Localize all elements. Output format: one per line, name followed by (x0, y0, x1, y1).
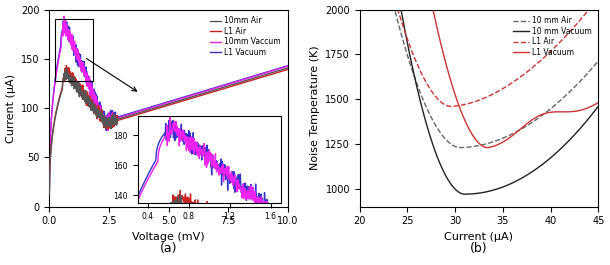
10mm Air (148, 108, 155, 111)
Text: (b): (b) (470, 242, 488, 255)
Y-axis label: Current (μA): Current (μA) (5, 74, 16, 143)
10 mm Air (498, 137, 506, 140)
10 mm Air (456, 146, 464, 149)
10mm Vaccum (137, 109, 145, 112)
L1 Vacuum (60, 15, 68, 18)
Line: L1 Air: L1 Air (49, 65, 288, 193)
L1 Air (356, 8, 364, 11)
Line: 10mm Air: 10mm Air (49, 68, 288, 194)
10mm Air (254, 76, 261, 79)
10 mm Vacuum (589, 112, 597, 115)
10mm Vaccum (87, 86, 95, 90)
10mm Air (137, 111, 145, 114)
L1 Air (486, 94, 493, 98)
10mm Air (73, 90, 81, 93)
Bar (56, 19, 93, 81)
L1 Vacuum (87, 84, 95, 87)
L1 Air (447, 105, 454, 108)
L1 Vacuum (254, 73, 261, 76)
L1 Air (470, 100, 477, 104)
10 mm Air (356, 8, 364, 11)
L1 Air (589, 8, 597, 11)
L1 Vacuum (137, 108, 145, 112)
10mm Vaccum (148, 106, 155, 109)
10mm Vaccum (46, 187, 53, 190)
L1 Vacuum (46, 187, 53, 190)
10 mm Air (589, 66, 597, 69)
Line: 10 mm Vacuum: 10 mm Vacuum (360, 10, 598, 194)
Line: L1 Air: L1 Air (360, 10, 598, 106)
Line: L1 Vacuum: L1 Vacuum (360, 10, 598, 148)
L1 Vacuum (356, 8, 364, 11)
10mm Air (279, 68, 287, 71)
L1 Air (279, 69, 287, 72)
L1 Vacuum (471, 136, 478, 139)
L1 Air (472, 100, 479, 103)
X-axis label: Current (μA): Current (μA) (445, 232, 514, 242)
Legend: 10mm Air, L1 Air, 10mm Vaccum, L1 Vacuum: 10mm Air, L1 Air, 10mm Vaccum, L1 Vacuum (207, 13, 284, 60)
L1 Air (63, 64, 70, 67)
Legend: 10 mm Air, 10 mm Vacuum, L1 Air, L1 Vacuum: 10 mm Air, 10 mm Vacuum, L1 Air, L1 Vacu… (510, 13, 594, 60)
L1 Vacuum (148, 105, 155, 108)
L1 Vacuum (486, 146, 493, 149)
10 mm Vacuum (552, 152, 559, 155)
Line: 10 mm Air: 10 mm Air (360, 10, 598, 148)
10 mm Vacuum (470, 192, 477, 195)
10 mm Vacuum (472, 192, 479, 195)
L1 Vacuum (279, 65, 287, 69)
L1 Air (498, 87, 506, 91)
10 mm Vacuum (498, 186, 506, 189)
L1 Air (148, 109, 155, 112)
10 mm Air (552, 103, 559, 106)
L1 Air (137, 112, 145, 115)
L1 Air (284, 68, 292, 71)
10 mm Vacuum (461, 193, 468, 196)
L1 Vacuum (595, 101, 602, 104)
10mm Vaccum (254, 74, 261, 77)
10 mm Vacuum (486, 189, 493, 193)
L1 Air (73, 83, 81, 86)
L1 Vacuum (589, 104, 597, 107)
10mm Vaccum (284, 65, 292, 68)
10 mm Air (486, 142, 493, 145)
10 mm Air (595, 59, 602, 63)
10mm Vaccum (279, 66, 287, 69)
10 mm Air (470, 145, 477, 148)
Line: 10mm Vaccum: 10mm Vaccum (49, 16, 288, 188)
10 mm Vacuum (356, 8, 364, 11)
L1 Air (595, 8, 602, 11)
10mm Air (284, 66, 292, 69)
10mm Vaccum (60, 15, 68, 18)
L1 Vacuum (498, 141, 506, 144)
10 mm Air (472, 145, 479, 148)
L1 Vacuum (284, 64, 292, 67)
10mm Vaccum (73, 50, 81, 53)
L1 Vacuum (469, 134, 476, 137)
10 mm Vacuum (595, 105, 602, 108)
L1 Vacuum (552, 110, 559, 113)
L1 Air (254, 77, 261, 80)
L1 Air (552, 45, 559, 48)
Text: (a): (a) (160, 242, 178, 255)
L1 Vacuum (484, 146, 491, 149)
X-axis label: Voltage (mV): Voltage (mV) (132, 232, 205, 242)
10mm Air (46, 192, 53, 195)
Y-axis label: Noise Temperature (K): Noise Temperature (K) (310, 46, 320, 170)
Line: L1 Vacuum: L1 Vacuum (49, 16, 288, 188)
L1 Air (46, 192, 53, 195)
10mm Air (87, 101, 95, 105)
L1 Air (87, 103, 95, 107)
L1 Vacuum (73, 48, 81, 51)
